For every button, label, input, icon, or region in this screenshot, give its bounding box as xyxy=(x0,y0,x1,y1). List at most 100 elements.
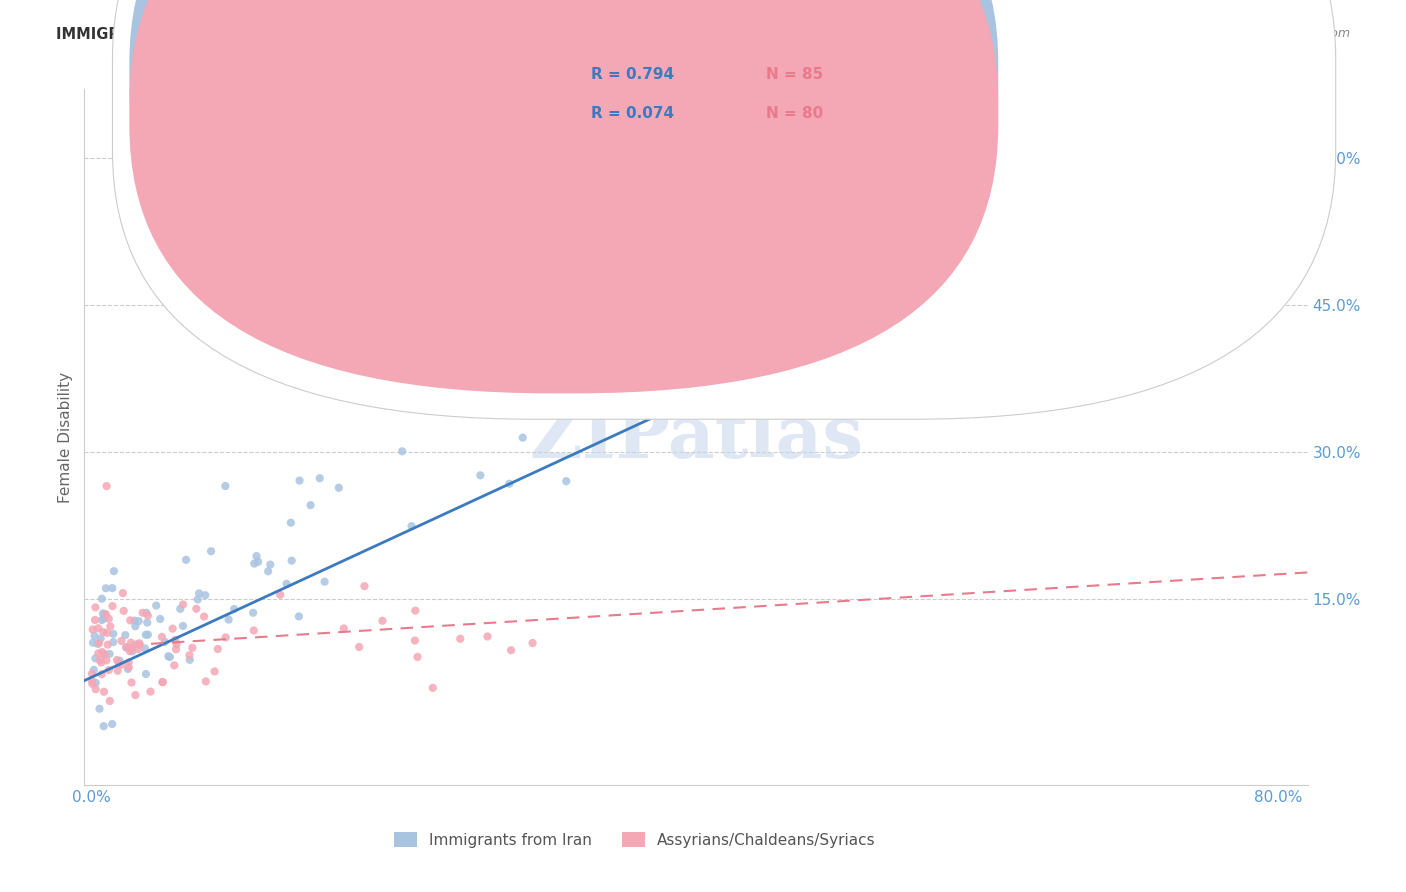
Point xyxy=(120,613,142,627)
Point xyxy=(135,606,157,620)
Point xyxy=(114,628,136,642)
Point xyxy=(512,431,534,445)
Point xyxy=(125,638,148,652)
Point xyxy=(193,609,215,624)
Point xyxy=(93,647,115,661)
Point xyxy=(149,612,172,626)
Point xyxy=(83,629,105,643)
Point xyxy=(94,582,117,596)
Point xyxy=(404,633,426,648)
Point xyxy=(98,694,121,708)
Point xyxy=(103,627,125,641)
Text: N = 85: N = 85 xyxy=(766,68,824,82)
Point xyxy=(124,619,146,633)
Point xyxy=(96,626,118,640)
Point xyxy=(242,606,264,620)
Point xyxy=(90,667,112,681)
Point xyxy=(215,631,238,645)
Point xyxy=(96,479,118,493)
Point xyxy=(98,619,121,633)
Text: N = 80: N = 80 xyxy=(766,106,824,120)
Point xyxy=(131,606,153,620)
Point xyxy=(80,666,103,681)
Point xyxy=(288,474,311,488)
Point xyxy=(118,656,141,670)
Point xyxy=(204,665,226,679)
Point xyxy=(101,581,124,595)
Point xyxy=(82,636,104,650)
Point xyxy=(90,656,112,670)
Point xyxy=(245,549,267,563)
Text: Source: ZipAtlas.com: Source: ZipAtlas.com xyxy=(1216,27,1350,40)
Point xyxy=(207,642,229,657)
Point xyxy=(94,607,117,622)
Point xyxy=(523,347,546,361)
Point xyxy=(121,644,143,658)
Point xyxy=(82,623,104,637)
Point xyxy=(522,636,544,650)
Point xyxy=(166,637,188,651)
Point xyxy=(91,625,114,640)
Point xyxy=(194,674,217,689)
Point xyxy=(169,602,191,616)
Point xyxy=(107,664,129,678)
Point xyxy=(120,635,142,649)
Point xyxy=(499,643,522,657)
Point xyxy=(280,554,302,568)
Point xyxy=(90,591,112,606)
Point xyxy=(157,649,180,664)
Point xyxy=(1192,102,1215,116)
Point xyxy=(172,598,194,612)
Point xyxy=(89,653,111,667)
Point xyxy=(90,613,112,627)
Point xyxy=(1045,140,1067,154)
Text: R = 0.074: R = 0.074 xyxy=(591,106,673,120)
Point xyxy=(243,557,266,571)
Point xyxy=(111,586,134,600)
Point xyxy=(200,544,222,558)
Point xyxy=(392,391,415,405)
Point xyxy=(165,632,187,647)
Point xyxy=(90,632,112,646)
Point xyxy=(84,651,107,665)
Point xyxy=(87,636,110,650)
Point xyxy=(121,640,143,655)
Point xyxy=(188,586,211,600)
Point xyxy=(105,653,128,667)
Text: IMMIGRANTS FROM IRAN VS ASSYRIAN/CHALDEAN/SYRIAC FEMALE DISABILITY CORRELATION C: IMMIGRANTS FROM IRAN VS ASSYRIAN/CHALDEA… xyxy=(56,27,887,42)
Point xyxy=(136,627,159,641)
Point xyxy=(97,663,120,677)
Point xyxy=(257,565,280,579)
Point xyxy=(128,638,150,652)
Point xyxy=(98,647,121,661)
Point xyxy=(150,630,173,644)
Point xyxy=(135,667,157,681)
Point xyxy=(218,613,240,627)
Point xyxy=(124,688,146,702)
Point xyxy=(87,637,110,651)
Point xyxy=(179,653,201,667)
Point xyxy=(174,553,197,567)
Point xyxy=(93,611,115,625)
Point xyxy=(179,648,201,663)
Point xyxy=(97,612,120,626)
Point xyxy=(328,481,350,495)
Point xyxy=(117,662,139,676)
Point xyxy=(136,615,159,630)
Point xyxy=(118,660,141,674)
Point xyxy=(186,601,208,615)
Point xyxy=(247,555,270,569)
Point xyxy=(347,640,370,654)
Point xyxy=(396,387,419,401)
Point xyxy=(593,382,616,396)
Point xyxy=(83,663,105,677)
Point xyxy=(224,602,246,616)
Point xyxy=(91,645,114,659)
Point xyxy=(93,719,115,733)
Point xyxy=(259,558,281,572)
Y-axis label: Female Disability: Female Disability xyxy=(58,371,73,503)
Point xyxy=(84,600,107,615)
Point xyxy=(299,498,322,512)
Point xyxy=(127,642,149,657)
Point xyxy=(87,621,110,635)
